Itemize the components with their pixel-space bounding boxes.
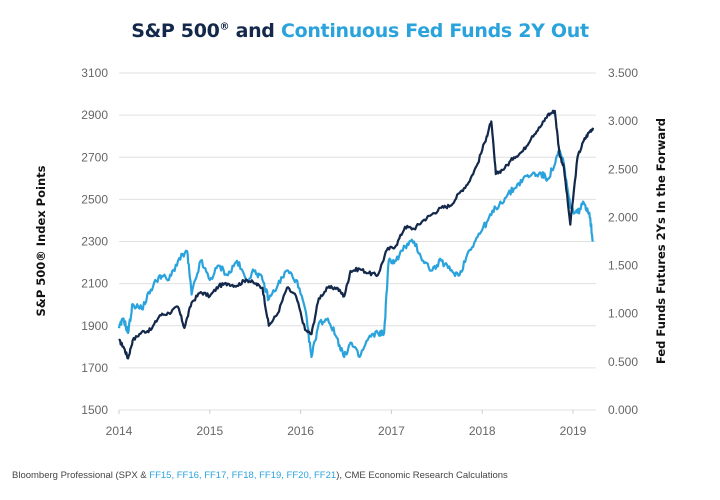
right-y-axis-ticks: 0.000 0.500 1.000 1.500 2.000 2.500 3.000 3.500 [608,66,638,417]
left-y-tick-label: 1900 [81,319,108,333]
x-tick-label: 2017 [378,424,405,438]
x-tick-label: 2015 [196,424,223,438]
gridlines [119,72,596,411]
title-fed-funds: Continuous Fed Funds 2Y Out [280,20,589,42]
left-y-tick-label: 2900 [81,108,108,122]
right-y-tick-label: 2.000 [608,210,638,224]
left-y-tick-label: 2700 [81,150,108,164]
title-sp500: S&P 500 [131,20,220,42]
right-y-tick-label: 1.000 [608,307,638,321]
title-and: and [229,20,281,42]
x-tick-label: 2019 [560,424,587,438]
right-y-tick-label: 1.500 [608,259,638,273]
left-y-tick-label: 2500 [81,192,108,206]
title-registered-mark: ® [219,21,230,33]
source-futures-contracts: FF15, FF16, FF17, FF18, FF19, FF20, FF21 [149,470,337,481]
x-tick-label: 2018 [469,424,496,438]
x-tick-label: 2014 [106,424,133,438]
right-y-axis-title: Fed Funds Futures 2Ys In the Forward [654,118,668,364]
source-prefix: Bloomberg Professional (SPX & [12,470,150,481]
left-y-tick-label: 2300 [81,235,108,249]
x-axis-ticks: 2014 2015 2016 2017 2018 2019 [106,410,587,438]
left-y-tick-label: 2100 [81,277,108,291]
left-y-axis-title: S&P 500® Index Points [34,165,48,316]
sp500-line [118,109,595,360]
right-y-tick-label: 3.500 [608,66,638,80]
series-lines [117,109,595,360]
chart-title: S&P 500® and Continuous Fed Funds 2Y Out [0,20,720,42]
source-suffix: ), CME Economic Research Calculations [336,470,508,481]
right-y-tick-label: 3.000 [608,114,638,128]
right-y-tick-label: 2.500 [608,162,638,176]
fed-funds-2y-line [117,148,595,359]
left-y-tick-label: 1700 [81,361,108,375]
right-y-tick-label: 0.000 [608,403,638,417]
x-tick-label: 2016 [287,424,314,438]
right-y-tick-label: 0.500 [608,355,638,369]
source-note: Bloomberg Professional (SPX & FF15, FF16… [12,470,508,481]
left-y-tick-label: 1500 [81,403,108,417]
left-y-tick-label: 3100 [81,66,108,80]
left-y-axis-ticks: 1500 1700 1900 2100 2300 2500 2700 2900 3100 [81,66,108,417]
